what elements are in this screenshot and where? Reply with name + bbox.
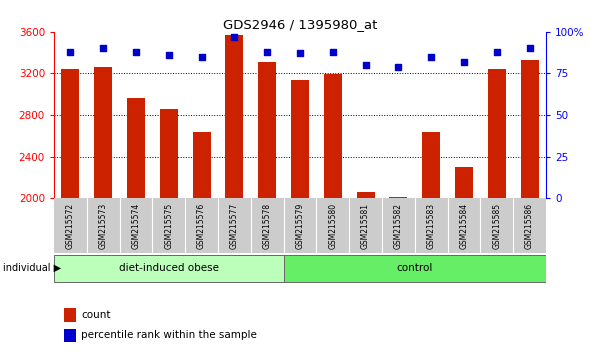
Bar [258,62,276,198]
Point [328,49,338,55]
Text: count: count [81,310,110,320]
Text: GSM215579: GSM215579 [296,202,305,249]
Text: GSM215576: GSM215576 [197,202,206,249]
Bar [291,80,309,198]
Bar [61,69,79,198]
Bar [455,167,473,198]
Bar [521,60,539,198]
Text: GSM215580: GSM215580 [328,202,337,249]
Bar [422,132,440,198]
Point [197,54,206,59]
Bar [356,192,374,198]
Bar [324,74,342,198]
Text: GSM215573: GSM215573 [98,202,108,249]
Text: GSM215574: GSM215574 [131,202,140,249]
Text: percentile rank within the sample: percentile rank within the sample [81,330,257,341]
Bar [64,329,76,342]
Bar [488,69,506,198]
Point [492,49,502,55]
Point [525,46,535,51]
Point [164,52,173,58]
Point [361,62,370,68]
Point [459,59,469,65]
Text: control: control [397,263,433,273]
Text: GSM215581: GSM215581 [361,203,370,249]
Bar [193,132,211,198]
Text: GSM215584: GSM215584 [460,202,469,249]
Text: GSM215585: GSM215585 [492,202,502,249]
Bar [94,67,112,198]
Point [65,49,75,55]
Bar [284,255,546,282]
Text: GSM215582: GSM215582 [394,203,403,249]
Bar [127,98,145,198]
Text: individual ▶: individual ▶ [3,263,61,273]
Point [394,64,403,70]
Bar [226,35,244,198]
Text: diet-induced obese: diet-induced obese [119,263,219,273]
Point [98,46,108,51]
Point [262,49,272,55]
Text: GSM215577: GSM215577 [230,202,239,249]
Title: GDS2946 / 1395980_at: GDS2946 / 1395980_at [223,18,377,31]
Bar [389,197,407,198]
Bar [54,255,284,282]
Point [295,51,305,56]
Text: GSM215586: GSM215586 [525,202,534,249]
Text: GSM215575: GSM215575 [164,202,173,249]
Text: GSM215583: GSM215583 [427,202,436,249]
Text: GSM215572: GSM215572 [66,202,75,249]
Point [427,54,436,59]
Point [230,34,239,40]
Point [131,49,141,55]
Bar [160,109,178,198]
Bar [64,308,76,321]
Text: GSM215578: GSM215578 [263,202,272,249]
